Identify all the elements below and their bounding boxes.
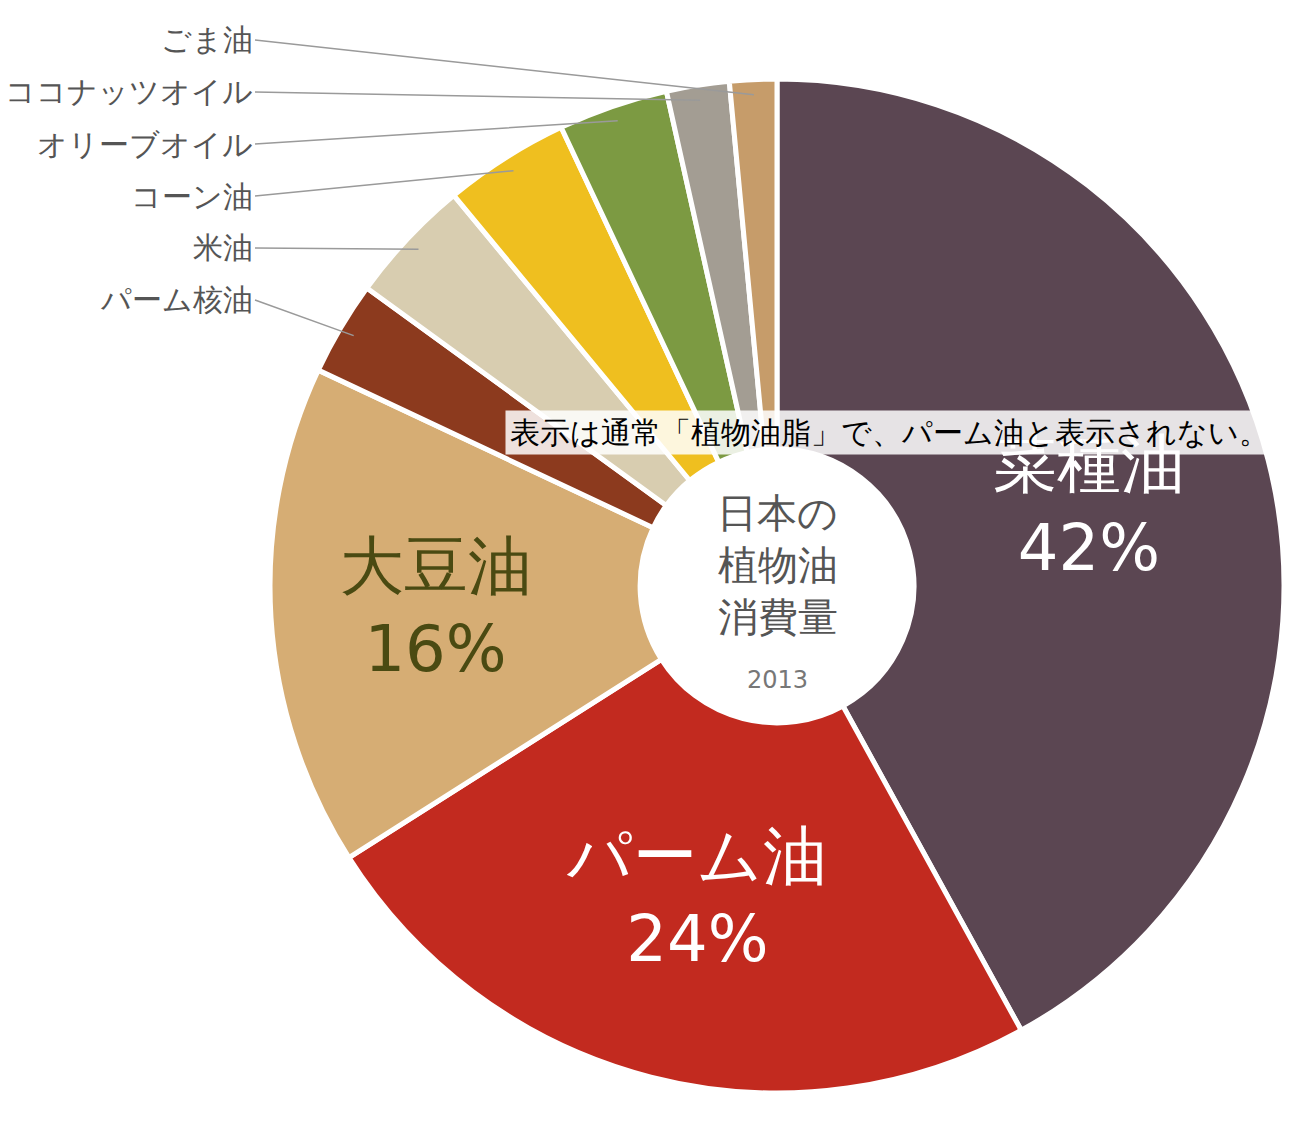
- svg-text:コーン油: コーン油: [131, 179, 253, 214]
- svg-text:2013: 2013: [747, 666, 808, 694]
- svg-text:米油: 米油: [193, 230, 253, 265]
- svg-text:パーム油24%: パーム油24%: [566, 819, 827, 976]
- svg-text:大豆油16%: 大豆油16%: [340, 529, 532, 686]
- svg-text:ココナッツオイル: ココナッツオイル: [5, 74, 253, 109]
- svg-text:菜種油42%: 菜種油42%: [993, 427, 1185, 584]
- svg-text:日本の植物油消費量: 日本の植物油消費量: [717, 490, 838, 640]
- svg-text:表示は通常「植物油脂」で、パーム油と表示されない。: 表示は通常「植物油脂」で、パーム油と表示されない。: [510, 415, 1269, 450]
- svg-text:ごま油: ごま油: [161, 22, 253, 57]
- svg-text:パーム核油: パーム核油: [100, 282, 253, 317]
- svg-text:オリーブオイル: オリーブオイル: [37, 127, 253, 162]
